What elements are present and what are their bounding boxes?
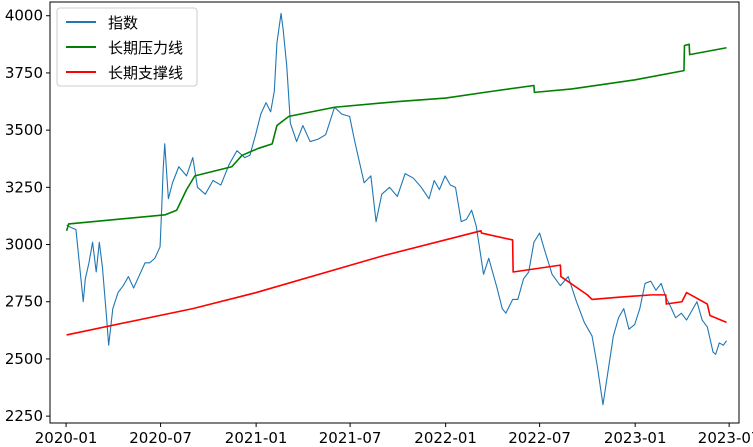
legend-box — [56, 7, 198, 87]
y-tick-label: 3500 — [5, 121, 43, 139]
legend-label: 长期压力线 — [108, 39, 183, 57]
plot-frame — [49, 1, 740, 424]
y-tick-label: 2500 — [5, 350, 43, 368]
index-line — [66, 12, 727, 406]
y-tick-label: 2250 — [5, 407, 43, 425]
legend-label: 指数 — [108, 14, 138, 32]
x-tick-label: 2021-01 — [225, 429, 288, 447]
legend-label: 长期支撑线 — [108, 64, 183, 82]
x-tick-label: 2022-01 — [414, 429, 477, 447]
y-tick-label: 3000 — [5, 236, 43, 254]
x-tick-label: 2021-07 — [319, 429, 382, 447]
series-layer — [65, 12, 727, 406]
y-tick-label: 3250 — [5, 178, 43, 196]
x-tick-label: 2020-07 — [129, 429, 192, 447]
y-axis: 2250 2500 2750 3000 3250 3500 3750 4000 — [5, 7, 50, 425]
y-tick-label: 4000 — [5, 7, 43, 25]
x-tick-label: 2022-07 — [508, 429, 571, 447]
x-tick-label: 2023-07 — [698, 429, 753, 447]
x-axis: 2020-01 2020-07 2021-01 2021-07 2022-01 2022-… — [35, 423, 753, 447]
support-line — [66, 230, 727, 336]
x-tick-label: 2023-01 — [604, 429, 667, 447]
x-tick-label: 2020-01 — [35, 429, 98, 447]
y-tick-label: 3750 — [5, 64, 43, 82]
plot-border — [49, 1, 740, 424]
resistance-line — [65, 43, 727, 232]
y-tick-label: 2750 — [5, 293, 43, 311]
